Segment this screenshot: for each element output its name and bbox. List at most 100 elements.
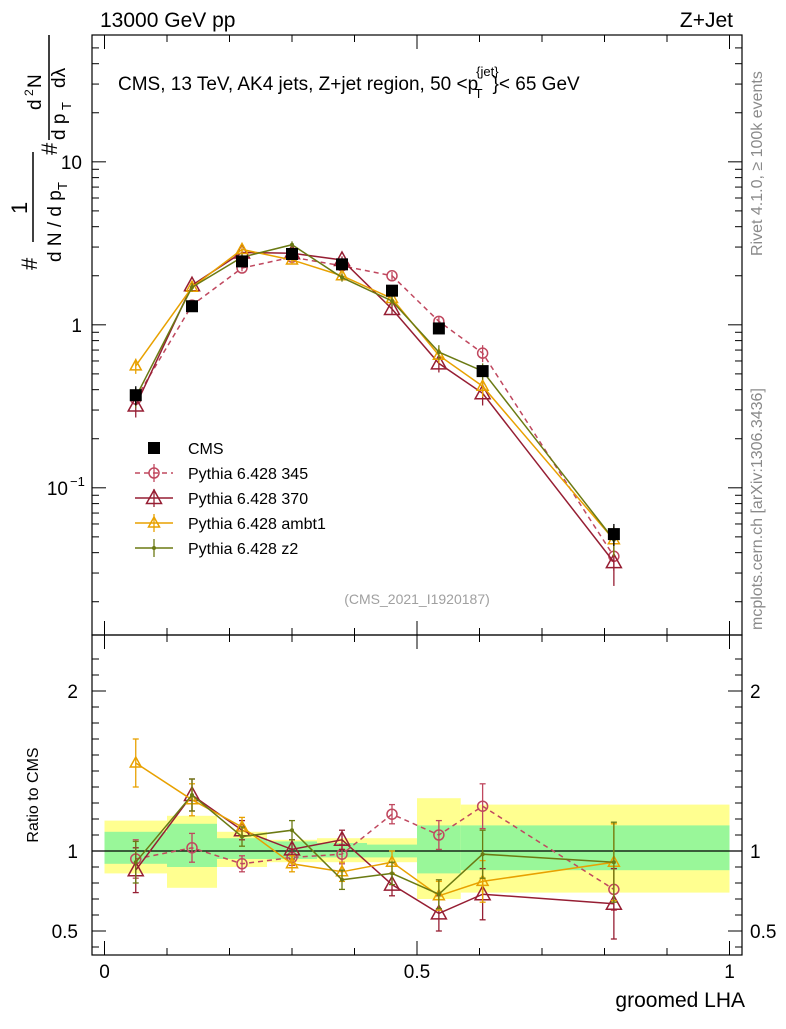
- ratio-series-layer: [126, 738, 623, 940]
- series-line-0: [135, 256, 615, 557]
- legend-label: Pythia 6.428 345: [188, 466, 308, 483]
- ratio-point: [290, 828, 294, 833]
- ratio-plot-frame: [91, 634, 743, 956]
- series-point: [126, 395, 145, 412]
- data-point: [129, 389, 142, 402]
- header-left: 13000 GeV pp: [100, 9, 235, 32]
- ylabel-main: # 1 d N / d p T # d 2 N d p T dλ: [7, 35, 74, 270]
- svg-text:d N / d p: d N / d p: [45, 190, 66, 262]
- y-tick-label: 10: [47, 479, 68, 500]
- ratio-point: [283, 839, 301, 856]
- series-point: [436, 350, 441, 355]
- data-point: [386, 284, 398, 297]
- data-point: [432, 322, 445, 335]
- ratio-y-tick-label: 2: [67, 682, 78, 703]
- legend-label: CMS: [188, 441, 224, 458]
- ratio-point: [480, 852, 485, 857]
- legend-marker: [147, 515, 161, 528]
- ratio-point: [436, 892, 441, 897]
- side-text-bottom: mcplots.cern.ch [arXiv:1306.3436]: [749, 388, 766, 630]
- data-point: [236, 255, 248, 268]
- ratio-point: [476, 800, 489, 812]
- ratio-point: [611, 860, 616, 865]
- series-point: [128, 358, 143, 371]
- ratio-y-tick-label-right: 2: [750, 682, 761, 703]
- x-tick-label: 0: [99, 962, 110, 983]
- ratio-point: [186, 842, 198, 854]
- y-tick-label: 1: [71, 316, 82, 337]
- legend-label: Pythia 6.428 ambt1: [188, 516, 326, 533]
- watermark: (CMS_2021_I1920187): [344, 591, 490, 607]
- ratio-point: [333, 830, 351, 847]
- x-tick-label: 1: [724, 962, 735, 983]
- svg-text:d p: d p: [49, 114, 70, 140]
- data-point: [286, 247, 298, 260]
- ratio-y-tick-label: 1: [67, 842, 78, 863]
- series-point: [386, 270, 398, 282]
- series-point: [605, 552, 623, 569]
- data-point: [607, 528, 620, 541]
- svg-text:dλ: dλ: [49, 67, 70, 88]
- data-point: [476, 365, 489, 378]
- legend-label: Pythia 6.428 370: [188, 491, 308, 508]
- chart-title: CMS, 13 TeV, AK4 jets, Z+jet region, 50 …: [118, 64, 580, 101]
- series-point: [430, 353, 448, 370]
- ratio-point: [340, 877, 344, 882]
- series-point: [390, 299, 394, 304]
- series-point: [383, 299, 401, 316]
- ratio-y-tick-label-right: 0.5: [750, 922, 776, 943]
- ratio-point: [240, 834, 244, 839]
- ratio-y-tick-label: 0.5: [52, 922, 78, 943]
- svg-text:d: d: [25, 99, 46, 110]
- data-point: [336, 258, 348, 271]
- ratio-point: [390, 871, 394, 876]
- ratio-point: [190, 793, 194, 797]
- ratio-point: [128, 755, 143, 768]
- ratio-point: [383, 875, 401, 891]
- ratio-y-tick-label-right: 1: [750, 842, 761, 863]
- legend-marker: [145, 488, 163, 505]
- ratio-point: [433, 829, 445, 841]
- svg-text:1: 1: [7, 202, 32, 214]
- series-point: [290, 242, 294, 247]
- y-tick-label: 10: [61, 153, 82, 174]
- ratio-point: [133, 860, 138, 865]
- svg-text:N: N: [25, 74, 46, 88]
- svg-text:#: #: [17, 257, 42, 270]
- header-right: Z+Jet: [680, 9, 733, 32]
- ylabel-ratio: Ratio to CMS: [25, 747, 42, 842]
- ratio-point: [285, 856, 299, 869]
- main-series-layer: [126, 241, 623, 586]
- svg-text:T: T: [59, 102, 74, 110]
- svg-text:T: T: [55, 182, 70, 190]
- series-point: [476, 347, 489, 359]
- band-stat-bin: [217, 838, 267, 859]
- series-point: [340, 275, 344, 280]
- series-point: [190, 285, 194, 290]
- ratio-point: [236, 858, 248, 870]
- legend-marker: [152, 546, 156, 550]
- ratio-point: [386, 808, 398, 820]
- band-stat-bin: [504, 825, 730, 871]
- series-point: [475, 378, 490, 391]
- svg-text:#: #: [37, 142, 62, 155]
- x-tick-label: 0.5: [404, 962, 430, 983]
- side-text-top: Rivet 4.1.0, ≥ 100k events: [749, 71, 766, 256]
- y-tick-label-exponent: −1: [70, 474, 85, 489]
- legend-marker: [148, 442, 160, 454]
- legend-marker: [148, 467, 160, 479]
- series-point: [235, 241, 249, 255]
- ratio-band-stat: [104, 823, 730, 874]
- xlabel: groomed LHA: [615, 989, 745, 1012]
- legend: CMS Pythia 6.428 345 Pythia 6.428 370 Pythi…: [135, 441, 326, 558]
- data-point: [186, 300, 198, 313]
- ratio-point: [605, 894, 623, 911]
- ratio-point: [430, 903, 448, 920]
- svg-text:2: 2: [22, 89, 36, 96]
- ratio-point: [475, 873, 490, 887]
- series-point: [473, 383, 492, 400]
- legend-label: Pythia 6.428 z2: [188, 541, 298, 558]
